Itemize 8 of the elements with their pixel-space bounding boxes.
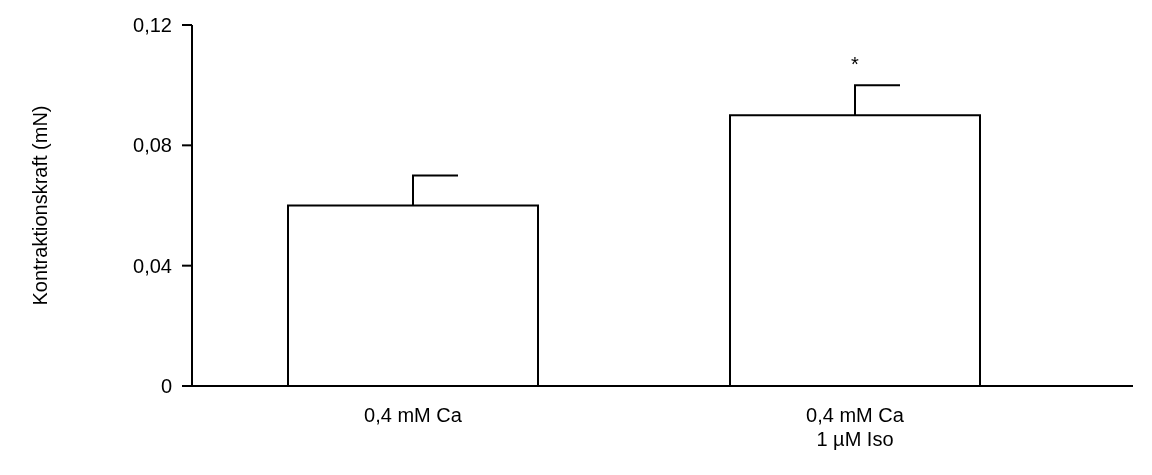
y-tick-label: 0,04 (133, 254, 172, 277)
y-tick-label: 0,12 (133, 14, 172, 36)
y-tick-label: 0,08 (133, 134, 172, 157)
x-tick-label: 0,4 mM Ca 1 µM Iso (806, 404, 905, 450)
y-axis-title: Kontraktionskraft (mN) (29, 105, 51, 306)
x-tick-label: 0,4 mM Ca (364, 404, 463, 426)
annotation: * (851, 53, 860, 76)
y-tick-label: 0 (160, 375, 172, 397)
